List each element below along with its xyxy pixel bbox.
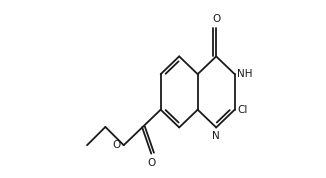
Text: Cl: Cl bbox=[237, 105, 248, 115]
Text: O: O bbox=[212, 14, 220, 23]
Text: O: O bbox=[147, 158, 156, 168]
Text: NH: NH bbox=[237, 69, 253, 79]
Text: O: O bbox=[112, 140, 121, 150]
Text: N: N bbox=[212, 131, 220, 141]
